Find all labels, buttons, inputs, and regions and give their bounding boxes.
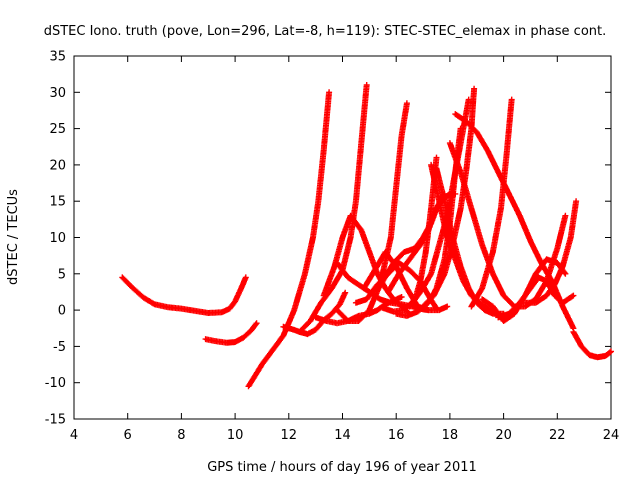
y-tick-label: 15 bbox=[49, 195, 66, 210]
x-tick-label: 24 bbox=[603, 428, 620, 443]
data-series bbox=[468, 96, 515, 310]
y-tick-label: 0 bbox=[58, 304, 66, 319]
series-markers bbox=[296, 82, 370, 335]
data-series bbox=[202, 320, 260, 346]
data-series bbox=[245, 89, 333, 390]
data-series bbox=[296, 82, 370, 335]
y-tick-label: 5 bbox=[58, 267, 66, 282]
series-markers bbox=[468, 96, 515, 310]
data-series bbox=[495, 274, 577, 321]
data-series bbox=[119, 274, 249, 316]
y-axis-label: dSTEC / TECUs bbox=[6, 189, 21, 285]
data-series bbox=[361, 249, 451, 314]
series-markers bbox=[361, 249, 451, 314]
x-tick-label: 8 bbox=[177, 428, 185, 443]
series-markers bbox=[495, 274, 577, 321]
x-tick-label: 4 bbox=[70, 428, 78, 443]
series-markers bbox=[570, 328, 614, 361]
y-tick-label: 30 bbox=[49, 86, 66, 101]
x-axis: 4 6 8 10 12 14 16 18 20 22 24 bbox=[70, 56, 619, 443]
data-layer bbox=[119, 82, 614, 390]
x-tick-label: 12 bbox=[281, 428, 298, 443]
y-tick-label: 10 bbox=[49, 231, 66, 246]
y-tick-label: -15 bbox=[45, 413, 66, 428]
x-tick-label: 10 bbox=[227, 428, 244, 443]
series-markers bbox=[522, 198, 580, 306]
y-tick-label: 35 bbox=[49, 50, 66, 65]
x-tick-label: 18 bbox=[442, 428, 459, 443]
x-tick-label: 16 bbox=[388, 428, 405, 443]
y-tick-label: 25 bbox=[49, 122, 66, 137]
x-axis-label: GPS time / hours of day 196 of year 2011 bbox=[207, 460, 477, 475]
series-markers bbox=[245, 89, 333, 390]
y-axis: -15 -10 -5 0 5 10 15 20 25 30 35 bbox=[45, 50, 611, 428]
y-tick-label: 20 bbox=[49, 158, 66, 173]
y-tick-label: -10 bbox=[45, 376, 66, 391]
x-tick-label: 22 bbox=[549, 428, 566, 443]
x-tick-label: 14 bbox=[334, 428, 351, 443]
series-markers bbox=[202, 320, 260, 346]
y-tick-label: -5 bbox=[53, 340, 66, 355]
data-series bbox=[570, 328, 614, 361]
x-tick-label: 20 bbox=[495, 428, 512, 443]
series-markers bbox=[119, 274, 249, 316]
data-series bbox=[522, 198, 580, 306]
chart-title: dSTEC Iono. truth (pove, Lon=296, Lat=-8… bbox=[44, 24, 607, 39]
x-tick-label: 6 bbox=[124, 428, 132, 443]
